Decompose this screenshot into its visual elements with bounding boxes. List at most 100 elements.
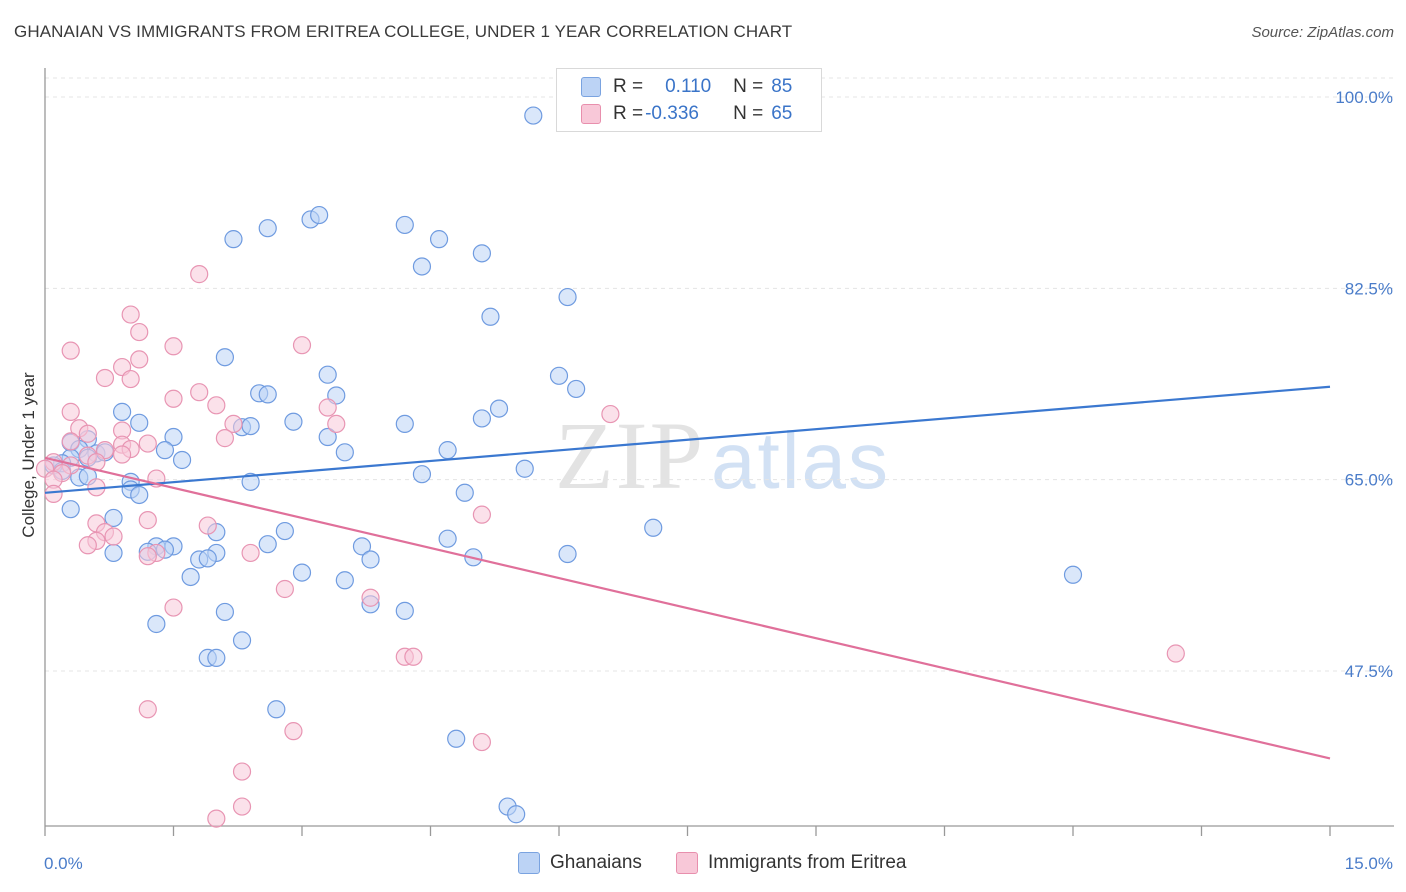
point-eritrea [472, 505, 491, 524]
point-ghanaians [515, 459, 534, 478]
point-ghanaians [258, 219, 277, 238]
legend-swatch-pink [581, 104, 601, 124]
legend-r-label: R = [613, 103, 644, 124]
point-ghanaians [438, 441, 457, 460]
point-eritrea [207, 809, 226, 828]
point-ghanaians [412, 257, 432, 276]
point-eritrea [190, 265, 209, 284]
point-eritrea [95, 368, 115, 388]
point-ghanaians [224, 230, 243, 249]
point-eritrea [224, 414, 243, 434]
point-ghanaians [395, 414, 414, 434]
point-ghanaians [284, 412, 303, 431]
trend-line-ghanaians [44, 385, 1331, 494]
point-eritrea [232, 797, 252, 816]
legend-n-value: 85 [771, 76, 793, 97]
point-eritrea [130, 350, 149, 369]
chart-title: GHANAIAN VS IMMIGRANTS FROM ERITREA COLL… [14, 22, 793, 41]
point-eritrea [61, 341, 80, 360]
legend-item-eritrea[interactable]: Immigrants from Eritrea [676, 852, 906, 874]
point-ghanaians [181, 567, 200, 587]
point-ghanaians [507, 805, 526, 824]
point-eritrea [164, 389, 183, 408]
point-ghanaians [215, 348, 234, 367]
point-eritrea [164, 337, 183, 356]
point-ghanaians [241, 416, 260, 436]
point-ghanaians [455, 483, 474, 502]
trend-line-eritrea [44, 456, 1331, 760]
point-ghanaians [558, 544, 577, 564]
series-legend: Ghanaians Immigrants from Eritrea [0, 852, 1406, 878]
point-ghanaians [318, 427, 337, 447]
point-ghanaians [412, 465, 432, 484]
legend-label-eritrea: Immigrants from Eritrea [708, 852, 907, 873]
point-ghanaians [267, 700, 286, 719]
point-ghanaians [524, 106, 543, 125]
point-ghanaians [318, 365, 337, 384]
stats-legend: R = 0.110 N = 85 R = -0.336 N = 65 [556, 68, 822, 132]
point-eritrea [404, 647, 423, 666]
trend-lines [44, 385, 1331, 760]
legend-n-label: N = [733, 76, 764, 97]
point-ghanaians [172, 450, 192, 470]
watermark: ZIPatlas [555, 400, 890, 511]
point-ghanaians [567, 379, 586, 399]
point-ghanaians [395, 601, 414, 620]
legend-r-label: R = [613, 76, 644, 97]
legend-item-ghanaians[interactable]: Ghanaians [518, 852, 642, 874]
point-ghanaians [147, 614, 166, 634]
point-ghanaians [292, 563, 312, 582]
point-eritrea [1166, 644, 1185, 663]
x-tick-label: 15.0% [1345, 854, 1393, 873]
point-ghanaians [558, 287, 577, 307]
point-eritrea [138, 434, 157, 453]
point-ghanaians [438, 529, 457, 548]
y-tick-label: 47.5% [1345, 662, 1393, 681]
point-ghanaians [112, 402, 132, 421]
point-ghanaians [447, 729, 466, 748]
legend-row-eritrea: R = -0.336 N = 65 [581, 102, 792, 126]
point-eritrea [78, 536, 97, 555]
point-ghanaians [395, 215, 414, 235]
y-axis-label: College, Under 1 year [19, 372, 38, 538]
point-ghanaians [258, 535, 277, 554]
point-eritrea [275, 579, 294, 599]
point-eritrea [61, 402, 80, 421]
point-ghanaians [241, 472, 260, 491]
source-label: Source: ZipAtlas.com [1251, 24, 1394, 41]
point-ghanaians [232, 631, 252, 650]
point-eritrea [241, 543, 260, 563]
point-ghanaians [429, 230, 449, 249]
y-tick-label: 65.0% [1345, 471, 1393, 490]
legend-n-value: 65 [771, 103, 793, 124]
point-eritrea [327, 414, 346, 434]
point-ghanaians [104, 508, 123, 528]
point-ghanaians [472, 409, 491, 428]
point-eritrea [121, 305, 140, 324]
point-eritrea [138, 700, 157, 719]
x-tick-label: 0.0% [44, 854, 83, 873]
point-eritrea [292, 336, 312, 355]
point-eritrea [78, 424, 97, 443]
legend-n-label: N = [733, 103, 764, 124]
point-eritrea [232, 762, 252, 781]
point-eritrea [361, 588, 380, 607]
point-ghanaians [130, 413, 149, 432]
point-ghanaians [104, 543, 123, 563]
point-eritrea [61, 432, 80, 451]
point-ghanaians [489, 399, 509, 418]
point-eritrea [215, 429, 234, 448]
point-ghanaians [275, 521, 294, 541]
point-ghanaians [361, 550, 380, 569]
point-ghanaians [215, 602, 234, 622]
point-ghanaians [61, 500, 80, 519]
point-eritrea [190, 383, 209, 402]
watermark-zip: ZIP [555, 402, 705, 509]
y-tick-label: 100.0% [1335, 88, 1393, 107]
point-eritrea [112, 445, 132, 464]
point-eritrea [164, 598, 183, 617]
point-eritrea [207, 396, 226, 415]
point-ghanaians [164, 427, 183, 447]
axes [44, 68, 1394, 836]
